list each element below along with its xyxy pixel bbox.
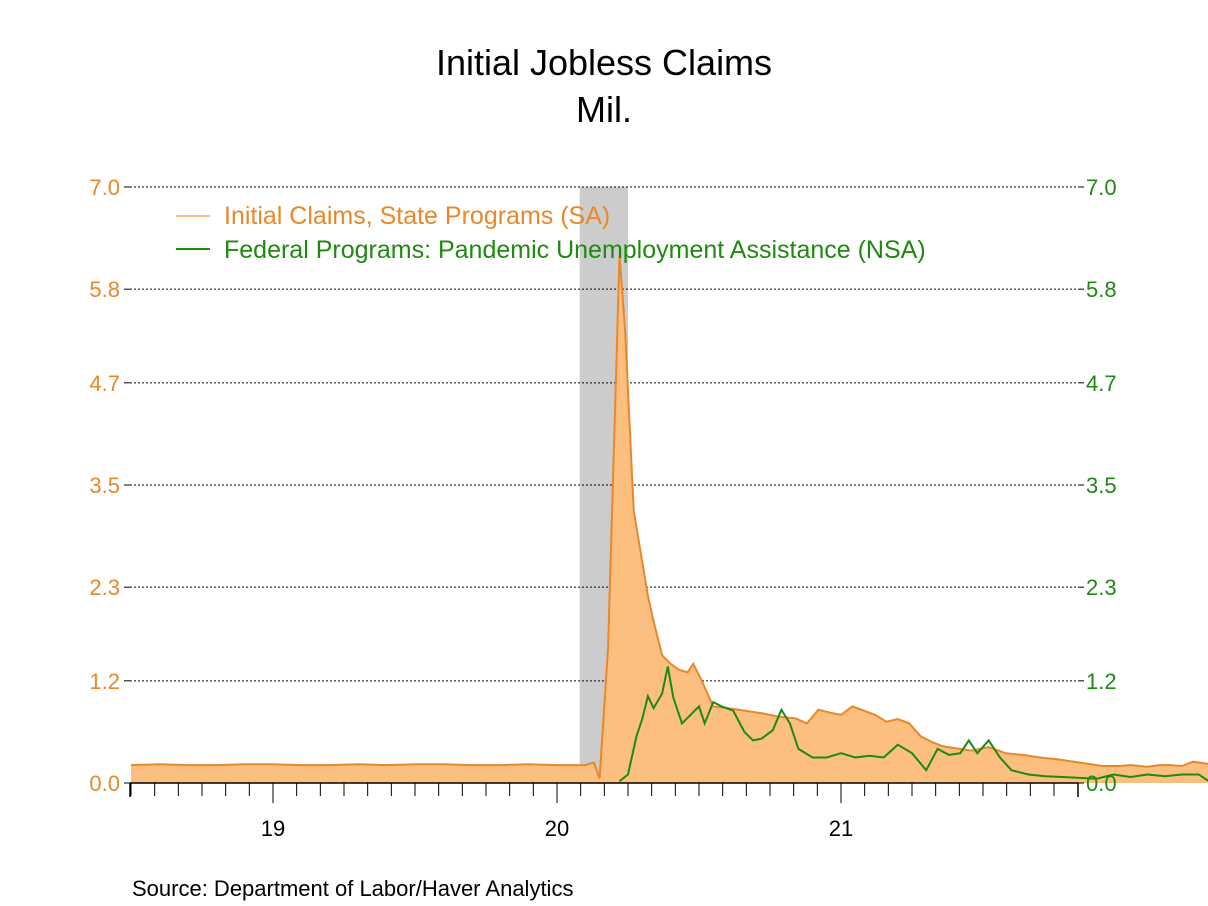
source-note: Source: Department of Labor/Haver Analyt… [132, 876, 573, 901]
series-state-programs-line [130, 255, 1208, 780]
left-tick-label-3: 3.5 [89, 473, 120, 498]
left-tick-label-6: 0.0 [89, 771, 120, 796]
right-tick-label-6: 0.0 [1086, 771, 1117, 796]
left-tick-label-0: 7.0 [89, 175, 120, 200]
legend-entry-state-programs: Initial Claims, State Programs (SA) [224, 202, 610, 230]
right-tick-label-4: 2.3 [1086, 575, 1117, 600]
right-tick-label-5: 1.2 [1086, 669, 1117, 694]
right-tick-label-1: 5.8 [1086, 277, 1117, 302]
area-layer [131, 255, 1208, 783]
gridlines [130, 186, 1078, 682]
legend-entry-federal-programs: Federal Programs: Pandemic Unemployment … [224, 236, 926, 264]
right-axis-ticks: 7.0 5.8 4.7 3.5 2.3 1.2 0.0 [1078, 175, 1117, 796]
left-tick-label-4: 2.3 [89, 575, 120, 600]
right-tick-label-0: 7.0 [1086, 175, 1117, 200]
left-tick-label-5: 1.2 [89, 669, 120, 694]
right-tick-label-2: 4.7 [1086, 371, 1117, 396]
left-tick-label-2: 4.7 [89, 371, 120, 396]
x-axis-ticks: 19 20 21 [130, 783, 1055, 841]
x-tick-label-21: 21 [829, 816, 853, 841]
legend: Initial Claims, State Programs (SA) Fede… [176, 202, 926, 264]
chart-subtitle: Mil. [576, 89, 632, 130]
line-layer [130, 255, 1208, 783]
left-tick-label-1: 5.8 [89, 277, 120, 302]
chart-title: Initial Jobless Claims [436, 42, 772, 83]
right-tick-label-3: 3.5 [1086, 473, 1117, 498]
x-tick-label-20: 20 [545, 816, 569, 841]
x-tick-label-19: 19 [261, 816, 285, 841]
left-axis-ticks: 7.0 5.8 4.7 3.5 2.3 1.2 0.0 [89, 175, 130, 796]
series-federal-programs-line [618, 666, 1208, 783]
series-state-programs-area [131, 255, 1208, 783]
